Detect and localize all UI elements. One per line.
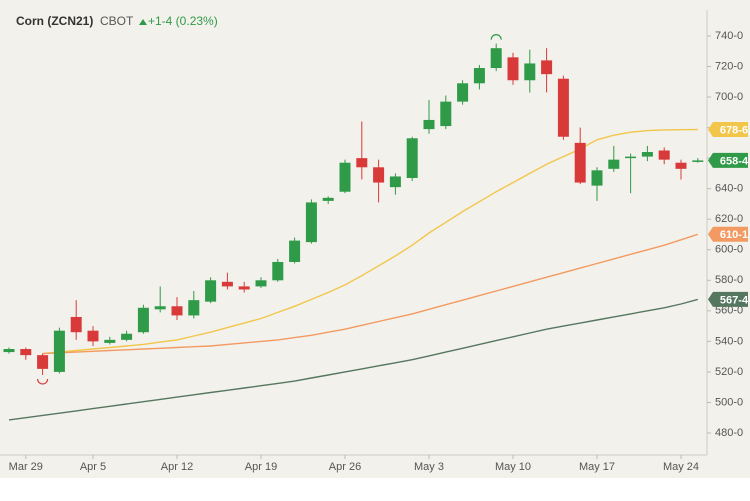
price-tag [708, 152, 748, 168]
candle-body [406, 138, 418, 178]
candle-body [70, 316, 82, 333]
x-tick-label: May 10 [495, 461, 531, 473]
high-marker [490, 34, 502, 40]
up-arrow-icon [139, 19, 147, 25]
candle-body [171, 306, 183, 316]
candle-body [541, 60, 553, 75]
y-tick-label: 600-0 [715, 244, 743, 256]
price-tag-label: 610-1 [720, 229, 748, 241]
candle-body [490, 48, 502, 69]
candle-body [356, 158, 368, 168]
candle-body [473, 68, 485, 84]
exchange: CBOT [100, 14, 134, 28]
candle-body [322, 197, 334, 201]
y-tick-label: 520-0 [715, 366, 743, 378]
plot-background [0, 0, 750, 478]
candle-body [373, 167, 385, 183]
candle-body [625, 156, 637, 159]
candle-body [524, 63, 536, 81]
candle-body [104, 339, 116, 343]
x-tick-label: May 3 [414, 461, 444, 473]
candle-body [37, 355, 49, 369]
candle-body [188, 300, 200, 316]
price-tag [708, 291, 748, 307]
candle-body [221, 281, 233, 287]
x-tick-label: Apr 5 [80, 461, 106, 473]
y-tick-label: 580-0 [715, 274, 743, 286]
symbol-title: Corn (ZCN21) [16, 14, 93, 28]
price-change: +1-4 (0.23%) [148, 14, 218, 28]
candle-body [205, 280, 217, 302]
x-tick-label: Apr 26 [329, 461, 361, 473]
bottom-strip [0, 478, 750, 501]
low-marker [37, 378, 49, 385]
y-tick-label: 640-0 [715, 183, 743, 195]
y-tick-label: 620-0 [715, 213, 743, 225]
candle-body [238, 286, 250, 290]
moving-average-line [42, 233, 699, 355]
candle-body [574, 142, 586, 183]
candle-body [154, 306, 166, 310]
candle-body [608, 159, 620, 169]
candle-body [675, 162, 687, 169]
y-tick-label: 720-0 [715, 60, 743, 72]
candle-body [457, 83, 469, 102]
price-tag-label: 678-6 [720, 124, 748, 136]
candle-body [692, 160, 704, 162]
candle-body [53, 330, 65, 372]
candle-body [121, 333, 133, 340]
y-tick-label: 740-0 [715, 30, 743, 42]
candle-body [137, 307, 149, 333]
candle-body [389, 176, 401, 188]
candle-body [507, 57, 519, 81]
y-tick-label: 540-0 [715, 335, 743, 347]
candle-body [440, 101, 452, 127]
x-tick-label: Mar 29 [9, 461, 43, 473]
x-tick-label: May 17 [579, 461, 615, 473]
candle-body [423, 119, 435, 130]
candle-body [658, 150, 670, 160]
y-tick-label: 500-0 [715, 396, 743, 408]
candle-body [557, 78, 569, 137]
candle-body [305, 202, 317, 243]
moving-average-line [42, 128, 698, 355]
candle-body [87, 330, 99, 342]
x-tick-label: Apr 19 [245, 461, 277, 473]
y-tick-label: 560-0 [715, 305, 743, 317]
y-tick-label: 480-0 [715, 427, 743, 439]
candle-body [591, 170, 603, 186]
price-tag [708, 226, 748, 242]
candle-body [339, 162, 351, 192]
price-tag-label: 567-4 [720, 294, 749, 306]
candle-body [20, 349, 32, 356]
x-tick-label: Apr 12 [161, 461, 193, 473]
x-tick-label: May 24 [663, 461, 699, 473]
candle-body [289, 240, 301, 262]
price-tag [708, 121, 748, 137]
candle-body [255, 280, 267, 287]
moving-average-line [8, 298, 698, 421]
price-tag-label: 658-4 [720, 155, 749, 167]
candle-body [3, 349, 15, 353]
candle-body [641, 152, 653, 157]
candle-body [272, 261, 284, 281]
y-tick-label: 700-0 [715, 91, 743, 103]
